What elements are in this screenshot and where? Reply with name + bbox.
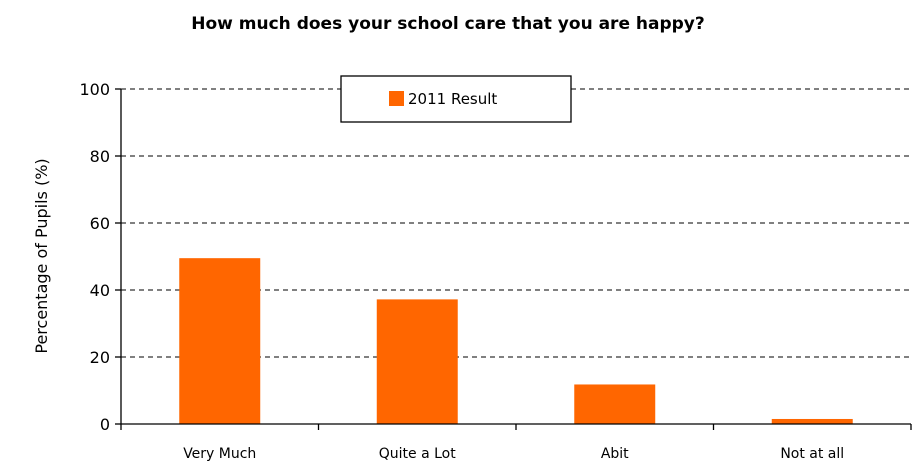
- bar-quite-a-lot: [376, 299, 458, 424]
- bars: [179, 258, 853, 424]
- bar-abit: [574, 384, 656, 424]
- legend-box: [340, 75, 572, 123]
- y-tick-label: 80: [90, 147, 110, 166]
- bar-not-at-all: [771, 418, 853, 424]
- y-tick-label: 0: [100, 415, 110, 434]
- y-tick-label: 100: [79, 80, 110, 99]
- x-category-label: Quite a Lot: [379, 446, 456, 462]
- x-category-label: Very Much: [183, 446, 256, 462]
- bar-very-much: [179, 258, 261, 424]
- y-tick-labels: 0 20 40 60 80 100: [79, 80, 110, 434]
- y-tick-label: 40: [90, 281, 110, 300]
- y-axis-label: Percentage of Pupils (%): [32, 158, 51, 353]
- legend-label: 2011 Result: [408, 90, 497, 108]
- gridlines: [121, 88, 911, 358]
- y-tick-label: 20: [90, 348, 110, 367]
- x-category-label: Abit: [601, 446, 629, 462]
- category-labels: Very Much Quite a Lot Abit Not at all: [183, 446, 844, 462]
- axes: [115, 88, 912, 430]
- chart-title: How much does your school care that you …: [191, 14, 705, 34]
- legend: 2011 Result: [340, 75, 572, 123]
- x-category-label: Not at all: [780, 446, 844, 462]
- y-tick-label: 60: [90, 214, 110, 233]
- legend-swatch: [389, 91, 404, 106]
